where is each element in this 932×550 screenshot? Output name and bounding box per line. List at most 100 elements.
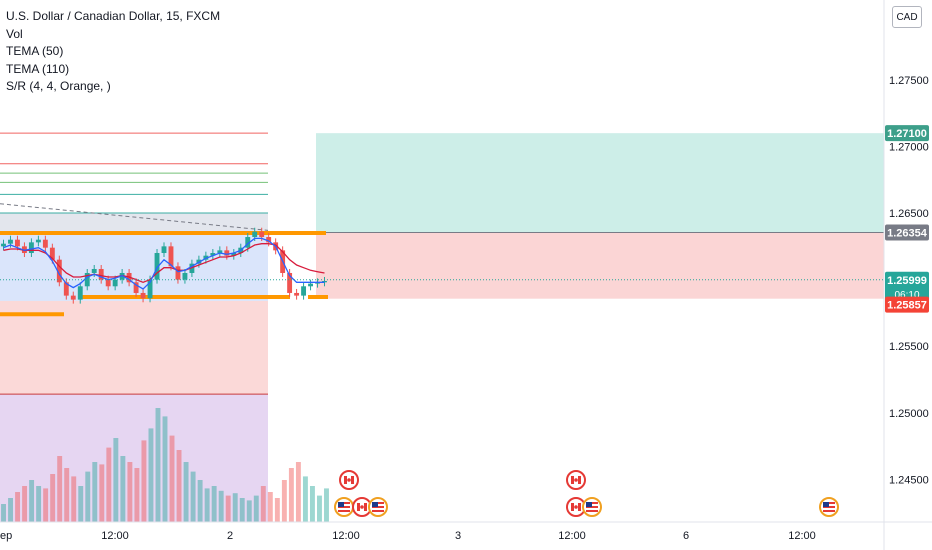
volume-bar: [324, 488, 329, 522]
us-flag-icon[interactable]: [819, 497, 839, 517]
indicator-sr[interactable]: S/R (4, 4, Orange, ): [6, 79, 111, 94]
candle-body: [112, 279, 118, 287]
volume-bar: [36, 486, 42, 522]
volume-bar: [218, 490, 224, 522]
volume-bar: [197, 480, 203, 522]
zone-gray: [0, 213, 268, 231]
volume-bar: [211, 486, 217, 522]
candle-body: [147, 279, 153, 299]
volume-bar: [120, 456, 126, 522]
volume-bar: [309, 486, 315, 522]
candle-body: [15, 239, 20, 247]
x-tick-label: 12:00: [558, 530, 586, 542]
candle-body: [154, 253, 160, 280]
currency-button[interactable]: CAD: [892, 6, 922, 28]
symbol-title[interactable]: U.S. Dollar / Canadian Dollar, 15, FXCM: [6, 9, 221, 23]
us-flag-icon[interactable]: [334, 497, 354, 517]
volume-bar: [281, 480, 287, 522]
candle-body: [91, 268, 97, 273]
volume-bar: [71, 476, 77, 522]
candle-body: [63, 282, 69, 296]
price-badge: [885, 271, 929, 302]
x-tick-label: 12:00: [788, 530, 816, 542]
candle-body: [287, 272, 293, 293]
price-badge: [885, 296, 929, 313]
price-badge: [885, 224, 929, 241]
volume-bar: [288, 468, 294, 522]
y-tick-label: 1.25000: [889, 408, 929, 420]
candle-body: [322, 280, 327, 283]
zone-purple: [0, 394, 268, 522]
candle-body: [245, 237, 251, 248]
volume-bar: [176, 450, 182, 522]
candle-body: [42, 239, 48, 248]
price-badge-label: 1.25857: [887, 300, 927, 312]
volume-bar: [15, 492, 21, 522]
candle-body: [98, 268, 104, 280]
y-tick-label: 1.24500: [889, 474, 929, 486]
volume-bar: [92, 462, 98, 522]
volume-bar: [127, 462, 133, 522]
trend-dashed-line: [0, 203, 269, 231]
volume-bar: [274, 498, 280, 522]
price-badge-label: 1.27100: [887, 128, 927, 140]
us-flag-icon[interactable]: [582, 497, 602, 517]
candle-body: [231, 253, 237, 256]
volume-bar: [99, 464, 105, 522]
volume-bar: [29, 480, 35, 522]
canada-flag-icon[interactable]: [566, 497, 586, 517]
us-flag-icon[interactable]: [368, 497, 388, 517]
volume-bar: [246, 500, 252, 522]
candle-body: [49, 247, 55, 260]
candle-body: [28, 242, 34, 254]
volume-bar: [169, 435, 175, 522]
candle-body: [175, 266, 181, 280]
volume-bar: [239, 498, 245, 522]
volume-bar: [78, 486, 84, 522]
volume-bar: [8, 498, 13, 522]
candle-body: [252, 231, 258, 238]
volume-bar: [225, 495, 231, 522]
x-tick-label: 2: [227, 530, 233, 542]
volume-bar: [1, 504, 6, 522]
volume-bar: [141, 440, 147, 522]
candle-body: [315, 282, 320, 284]
y-tick-label: 1.27500: [889, 75, 929, 87]
candle-body: [217, 250, 223, 254]
x-tick-label: 6: [683, 530, 689, 542]
canada-flag-icon[interactable]: [352, 497, 372, 517]
position-loss-zone: [316, 232, 884, 299]
volume-bar: [232, 493, 238, 522]
x-tick-label: 3: [455, 530, 461, 542]
y-tick-label: 1.26500: [889, 208, 929, 220]
volume-bar: [183, 462, 189, 522]
candle-body: [133, 282, 139, 293]
candle-body: [140, 292, 146, 299]
tema-50-line: [3, 237, 325, 290]
y-tick-label: 1.27000: [889, 141, 929, 153]
position-profit-zone: [316, 133, 884, 233]
candle-body: [105, 279, 111, 287]
volume-bar: [155, 408, 161, 522]
volume-bar: [50, 474, 56, 522]
canada-flag-icon[interactable]: [339, 470, 359, 490]
price-badge-label: 1.26354: [887, 228, 928, 240]
canada-flag-icon[interactable]: [566, 470, 586, 490]
indicator-vol[interactable]: Vol: [6, 26, 23, 41]
y-tick-label: 1.25500: [889, 341, 929, 353]
volume-bar: [302, 476, 308, 522]
candle-body: [168, 246, 174, 267]
volume-bar: [204, 488, 210, 522]
indicator-tema-50[interactable]: TEMA (50): [6, 44, 64, 59]
volume-bar: [253, 495, 259, 522]
volume-bar: [267, 492, 273, 522]
volume-bar: [134, 468, 140, 522]
volume-bar: [64, 468, 70, 522]
candle-body: [210, 253, 216, 256]
candle-body: [294, 292, 300, 296]
volume-bar: [295, 462, 301, 522]
indicator-tema-110[interactable]: TEMA (110): [6, 61, 70, 76]
volume-bar: [148, 428, 154, 522]
volume-bar: [106, 447, 112, 522]
